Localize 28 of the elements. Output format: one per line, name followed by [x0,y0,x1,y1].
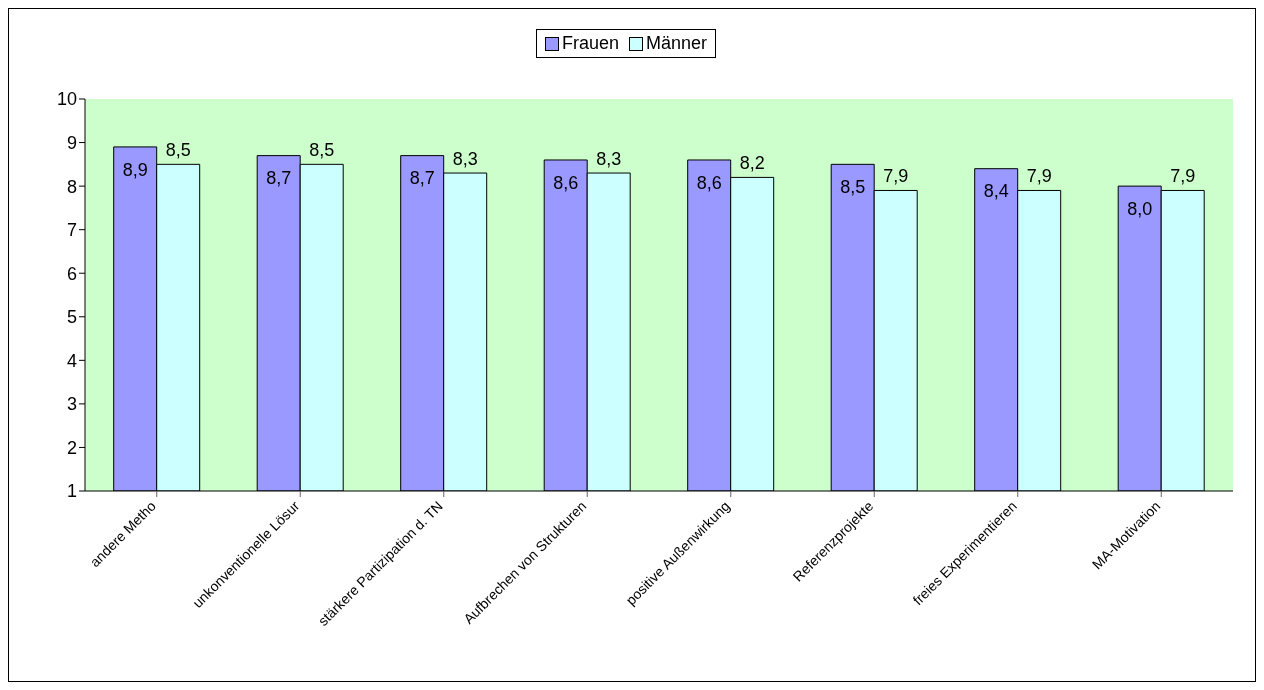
legend-label: Frauen [560,33,619,54]
data-label: 8,5 [840,177,866,198]
data-label: 8,7 [409,168,435,189]
data-label: 7,9 [1170,166,1196,187]
data-label: 7,9 [883,166,909,187]
y-tick-label: 6 [66,263,77,284]
legend-label: Männer [645,33,708,54]
data-label: 8,5 [165,140,191,161]
y-tick-label: 7 [66,220,77,241]
data-label: 8,2 [739,153,765,174]
y-tick-label: 3 [66,394,77,415]
y-tick-label: 5 [66,307,77,328]
y-tick-label: 8 [66,176,77,197]
data-label: 8,5 [309,140,335,161]
y-tick-label: 9 [66,132,77,153]
data-label: 8,4 [983,181,1009,202]
data-label: 8,6 [696,172,722,193]
data-label: 8,3 [452,149,478,170]
y-tick-label: 10 [56,89,77,110]
data-label: 8,3 [596,149,622,170]
y-tick-label: 4 [66,350,77,371]
data-label: 8,0 [1127,198,1153,219]
y-tick-label: 1 [66,481,77,502]
y-tick-label: 2 [66,437,77,458]
data-label: 8,9 [122,159,148,180]
data-label: 8,7 [266,168,292,189]
data-label: 7,9 [1026,166,1052,187]
data-label: 8,6 [553,172,579,193]
